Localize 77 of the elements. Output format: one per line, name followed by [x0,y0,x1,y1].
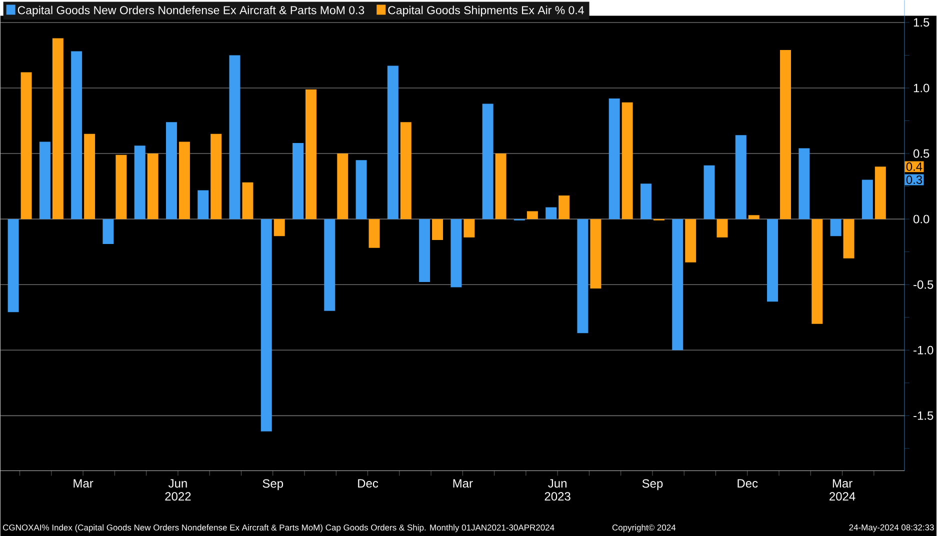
bar [102,218,114,244]
bar [337,153,348,219]
bar [229,55,240,219]
x-tick-label: Mar [74,479,94,488]
bar [843,218,854,258]
bar [166,122,177,219]
bar [577,218,588,333]
bar [590,218,602,288]
x-tick-label: Jun 2023 [544,479,570,500]
bar [685,218,696,262]
bar [546,207,557,219]
bar [874,166,886,219]
bar [356,160,367,219]
y-tick-label: 1.5 [914,18,930,27]
y-tick-label: -1.0 [914,346,934,354]
annotation: 0.4 [906,162,922,171]
annotation: 0.3 [906,175,922,184]
x-tick-label: Sep [642,479,663,490]
bar [830,218,842,236]
text: CGNOXAI% Index (Capital Goods New Orders Nondefense Ex Aircraft & Parts MoM) Cap Goods Orders & Ship. Monthly 01JAN2021-30APR2024 [3,524,554,532]
bar [812,218,823,324]
bar [260,218,272,432]
bar [464,218,475,238]
bar [52,38,64,219]
bar [495,153,506,219]
bar [400,122,412,219]
x-tick-label: Mar 2024 [830,479,856,500]
bar [780,50,791,219]
bar [84,134,96,219]
bar [147,153,158,219]
bar [306,89,316,219]
bar [242,182,254,219]
bar [20,72,32,219]
bar [368,218,380,248]
bar [324,218,336,311]
bar [862,180,873,219]
bar [8,218,19,312]
y-tick-label: -1.5 [914,411,934,420]
legend-label: Capital Goods Shipments Ex Air % 0.4 [388,6,584,16]
bar [798,148,810,219]
bar [672,218,684,350]
bar [622,102,633,219]
x-tick-label: Sep [262,479,284,490]
text: Copyright© 2024 [612,524,676,532]
bar [419,218,430,282]
y-tick-label: 0.0 [913,214,930,224]
x-tick-label: Dec [358,479,378,488]
y-tick-label: 0.5 [913,149,930,158]
bar [116,154,127,219]
bar [558,195,570,219]
bar [71,51,82,219]
y-tick-label: 1.0 [914,84,930,92]
bar [735,135,746,219]
bar [178,142,190,219]
x-tick-label: Jun 2022 [165,479,191,500]
bar [608,98,620,219]
legend-label: Capital Goods New Orders Nondefense Ex Aircraft & Parts MoM 0.3 [18,6,364,16]
bar [526,211,538,219]
bar [39,142,50,219]
bar [210,134,222,219]
bar [432,218,444,240]
bar [748,215,760,219]
bar [640,184,652,219]
bar [134,146,146,219]
text: 24-May-2024 08:32:33 [849,524,934,532]
bar [450,218,462,288]
bar [767,218,778,302]
bar [387,66,398,219]
bar [292,142,304,219]
bar [704,165,715,219]
x-tick-label: Dec [738,479,758,488]
bar [716,218,728,238]
x-tick-label: Mar [453,479,473,488]
bar [198,190,209,219]
bar [274,218,285,236]
bar [482,104,494,219]
y-tick-label: -0.5 [914,280,934,289]
